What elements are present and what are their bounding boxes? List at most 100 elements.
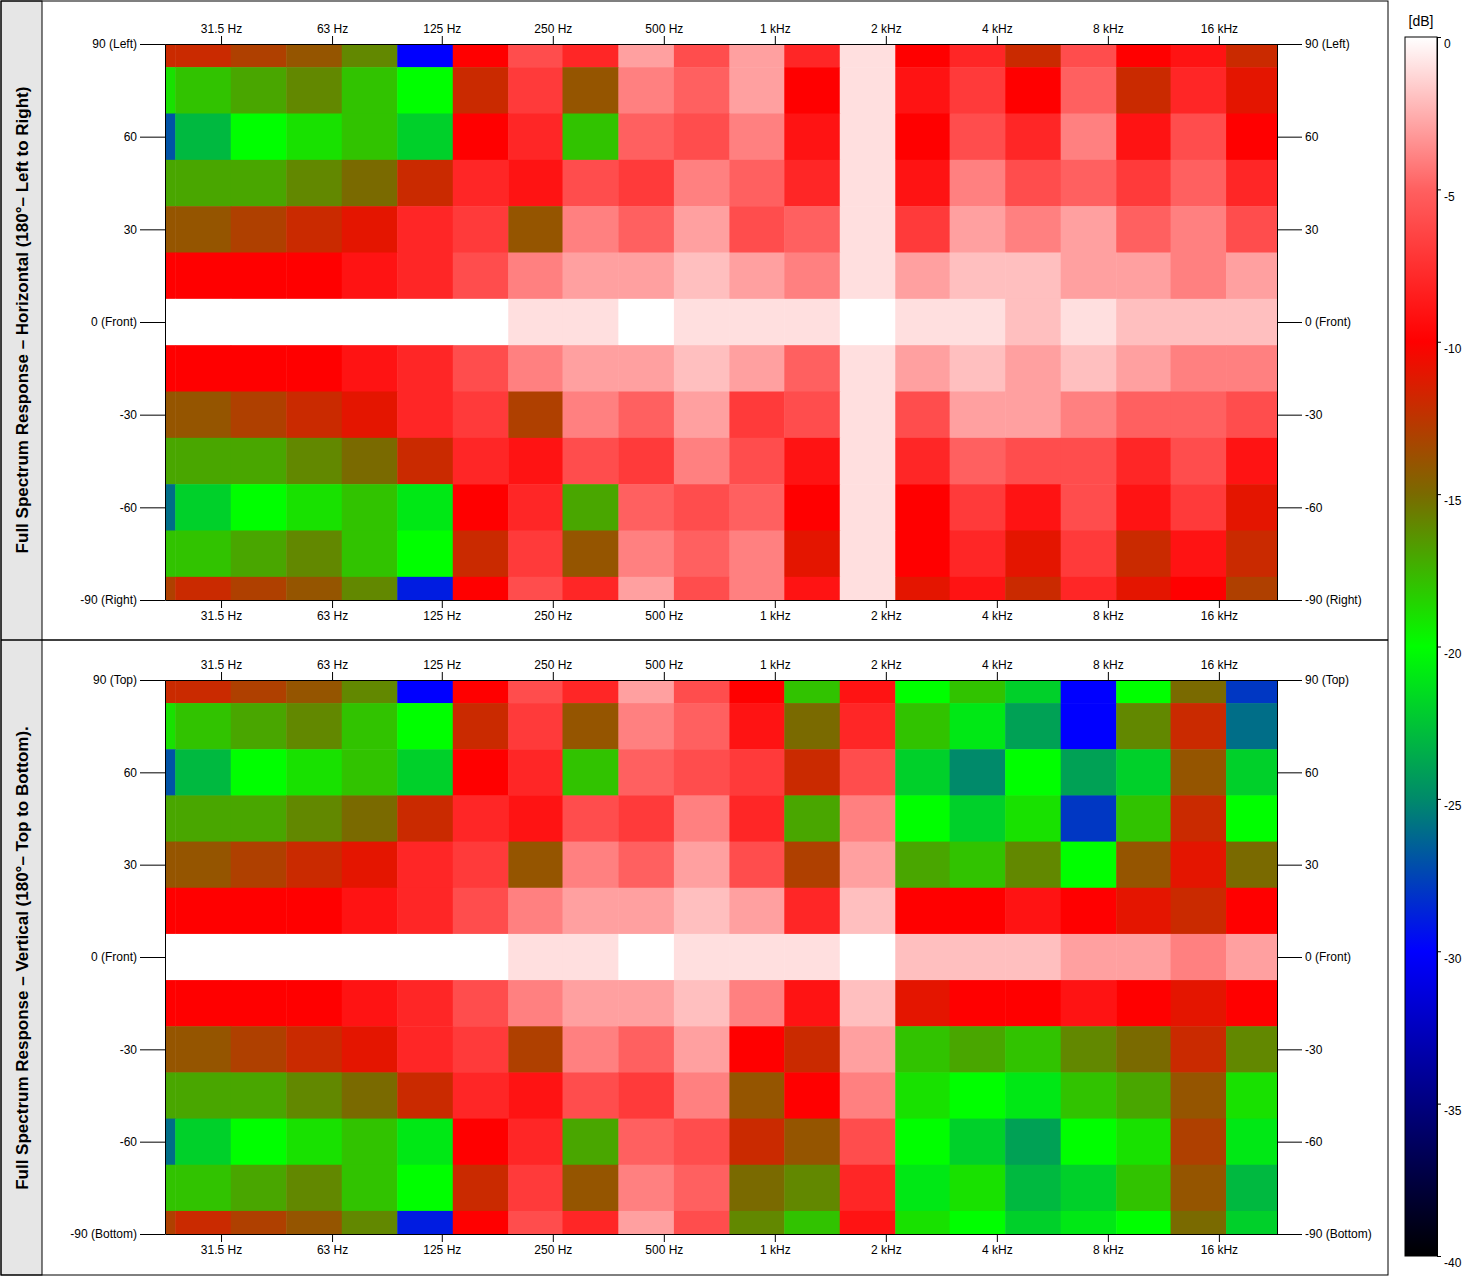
tick-label: -15 (1444, 494, 1462, 508)
cell (231, 392, 287, 439)
cell (784, 703, 840, 750)
tick-mark (221, 36, 222, 44)
cell (840, 888, 896, 935)
tick-mark (1108, 600, 1109, 608)
tick-label: 30 (124, 858, 138, 872)
x-axis-top: 31.5 Hz63 Hz125 Hz250 Hz500 Hz1 kHz2 kHz… (166, 658, 1278, 681)
tick-label: -30 (1444, 952, 1462, 966)
cell (1171, 980, 1227, 1027)
cell (618, 795, 674, 842)
cell (618, 67, 674, 114)
cell (175, 299, 231, 346)
cell (895, 160, 950, 207)
cell (397, 531, 453, 578)
cell (618, 299, 674, 346)
tick-mark (1277, 600, 1302, 601)
cell (618, 1165, 674, 1212)
cell (1005, 1072, 1061, 1119)
cell (1005, 531, 1061, 578)
cell (618, 531, 674, 578)
cell (397, 980, 453, 1027)
cell (397, 484, 453, 531)
cell (1116, 484, 1171, 531)
cell (231, 531, 287, 578)
cell (1061, 392, 1117, 439)
tick-label: 4 kHz (982, 1243, 1013, 1257)
cell (563, 703, 619, 750)
tick: 250 Hz (534, 22, 572, 44)
cell (1116, 703, 1171, 750)
cell (1005, 299, 1061, 346)
cell (397, 392, 453, 439)
cell (1226, 680, 1277, 704)
tick-mark (886, 36, 887, 44)
cell (1116, 206, 1171, 253)
tick-label: 60 (124, 130, 138, 144)
cell (508, 531, 563, 578)
cell (729, 392, 784, 439)
cell (165, 1119, 176, 1166)
tick-label: 4 kHz (982, 609, 1013, 623)
cell (453, 345, 509, 392)
cell (175, 577, 231, 600)
tick: 250 Hz (534, 600, 572, 623)
tick-mark (140, 865, 165, 866)
cell (784, 345, 840, 392)
tick-mark (1219, 36, 1220, 44)
cell (1226, 934, 1277, 981)
cell (1226, 299, 1277, 346)
tick-mark (140, 415, 165, 416)
tick: 63 Hz (317, 658, 348, 680)
cell (165, 795, 176, 842)
cell (895, 345, 950, 392)
cell (729, 206, 784, 253)
tick: -30 (1277, 1043, 1323, 1057)
cell (1005, 484, 1061, 531)
tick-mark (140, 680, 165, 681)
cell (1005, 680, 1061, 704)
cell (1226, 1072, 1277, 1119)
tick: -60 (1277, 501, 1323, 515)
cell (286, 795, 342, 842)
tick-label: 31.5 Hz (201, 22, 242, 36)
cell (950, 703, 1006, 750)
tick-label: 0 (Front) (1305, 315, 1351, 329)
tick-label: 63 Hz (317, 1243, 348, 1257)
tick: 250 Hz (534, 1234, 572, 1257)
tick-mark (997, 672, 998, 680)
tick: 4 kHz (982, 1234, 1013, 1257)
tick-label: 250 Hz (534, 22, 572, 36)
tick-label: -90 (Right) (80, 593, 137, 607)
cell (618, 680, 674, 704)
cell (1116, 1026, 1171, 1073)
tick: -90 (Bottom) (70, 1227, 165, 1241)
cell (1061, 531, 1117, 578)
cell (784, 1165, 840, 1212)
cell (1116, 795, 1171, 842)
cell (165, 1211, 176, 1234)
cell (618, 1211, 674, 1234)
cell (165, 253, 176, 300)
cell (286, 1026, 342, 1073)
cell (165, 392, 176, 439)
cell (674, 749, 730, 796)
cell (231, 114, 287, 161)
cell (165, 888, 176, 935)
cell (165, 345, 176, 392)
cell (729, 680, 784, 704)
cell (1116, 1211, 1171, 1234)
cell (453, 44, 509, 68)
cell (508, 44, 563, 68)
tick: -5 (1437, 190, 1455, 204)
cell (1226, 888, 1277, 935)
cell (1061, 1026, 1117, 1073)
tick-mark (1437, 1256, 1441, 1257)
tick-label: 125 Hz (423, 609, 461, 623)
tick: 2 kHz (871, 658, 902, 680)
cell (286, 1119, 342, 1166)
cell (175, 1211, 231, 1234)
heatmap (165, 44, 1277, 600)
cell (342, 1026, 398, 1073)
tick-label: 1 kHz (760, 609, 791, 623)
cell (286, 253, 342, 300)
